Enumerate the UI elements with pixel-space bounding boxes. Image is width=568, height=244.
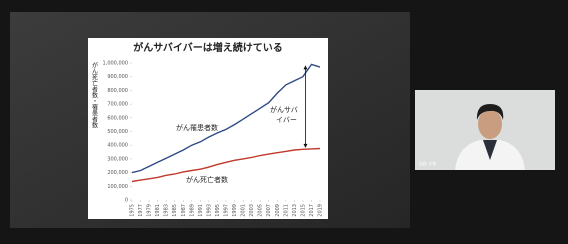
y-tick-label: 500,000 <box>107 129 128 135</box>
y-tick-label: 100,000 <box>107 184 128 190</box>
x-tick-label: 2005 <box>258 204 264 217</box>
series-label: がん死亡者数 <box>186 175 228 184</box>
annotation: イバー <box>276 116 297 124</box>
x-tick-label: 2013 <box>292 204 298 217</box>
x-tick-label: 2001 <box>241 204 247 217</box>
x-tick-label: 1983 <box>164 204 170 217</box>
x-tick-label: 1993 <box>206 204 212 217</box>
y-tick-label: 300,000 <box>107 156 128 162</box>
y-tick-label: 600,000 <box>107 115 128 121</box>
x-tick-label: 2011 <box>283 204 289 217</box>
x-tick-label: 1985 <box>172 204 178 217</box>
y-axis-label: がん死亡者数・罹患者数 <box>91 61 98 129</box>
x-tick-label: 2007 <box>266 204 272 217</box>
x-tick-label: 1987 <box>181 204 187 217</box>
x-tick-label: 1997 <box>224 204 230 217</box>
x-tick-label: 2017 <box>309 204 315 217</box>
x-tick-label: 1975 <box>130 204 136 217</box>
x-tick-label: 1999 <box>232 204 238 217</box>
person-face <box>478 109 502 139</box>
x-tick-label: 1991 <box>198 204 204 217</box>
x-tick-label: 1979 <box>147 204 153 217</box>
x-tick-label: 1981 <box>155 204 161 217</box>
screen: がんサバイバーは増え続けている がん死亡者数・罹患者数 自民 大也 0 100,0… <box>0 0 568 240</box>
x-tick-label: 2019 <box>318 204 324 217</box>
x-tick-label: 2009 <box>275 204 281 217</box>
video-tile: 自民 大也 <box>415 90 555 170</box>
y-tick-label: 800,000 <box>107 88 128 94</box>
y-tick-label: 900,000 <box>107 74 128 80</box>
series-label: がん罹患者数 <box>176 123 218 132</box>
x-tick-label: 2015 <box>300 204 306 217</box>
y-tick-label: 400,000 <box>107 143 128 149</box>
name-tag: 自民 大也 <box>419 160 436 166</box>
y-tick-label: 0 <box>125 198 128 204</box>
chart-title: がんサバイバーは増え続けている <box>133 41 282 54</box>
x-tick-label: 1977 <box>138 204 144 217</box>
y-tick-label: 1,000,000 <box>103 61 128 67</box>
x-tick-label: 1989 <box>189 204 195 217</box>
y-tick-label: 700,000 <box>107 102 128 108</box>
x-tick-label: 1995 <box>215 204 221 217</box>
y-tick-label: 200,000 <box>107 170 128 176</box>
annotation: がんサバ <box>270 105 298 114</box>
page: {"chart_data": {"type": "line", "title":… <box>0 0 568 240</box>
x-tick-label: 2003 <box>249 204 255 217</box>
